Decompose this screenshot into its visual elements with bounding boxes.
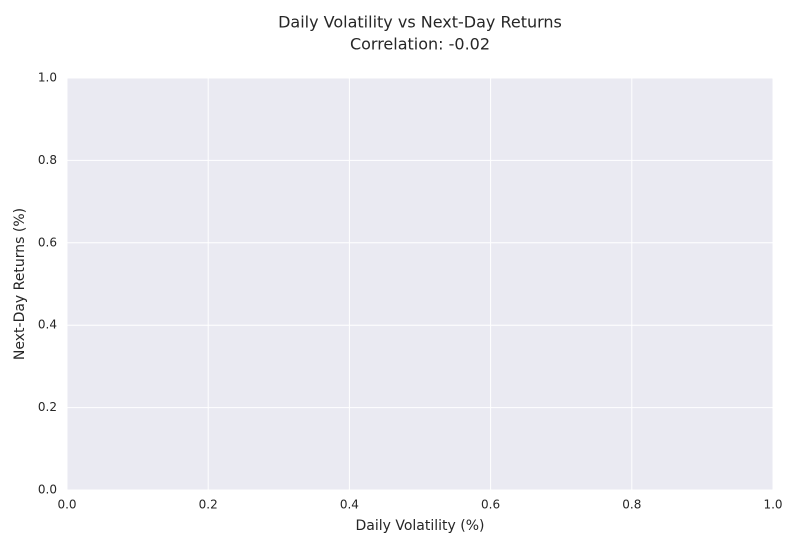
x-tick-label: 0.0 [57,498,76,512]
x-tick-label: 0.4 [340,498,359,512]
x-tick-label: 1.0 [763,498,782,512]
x-tick-label: 0.2 [199,498,218,512]
y-tick-label: 1.0 [38,71,57,85]
x-tick-label: 0.8 [622,498,641,512]
y-tick-label: 0.0 [38,483,57,497]
y-tick-label: 0.8 [38,153,57,167]
chart-subtitle: Correlation: -0.02 [350,35,490,54]
y-tick-label: 0.2 [38,400,57,414]
y-tick-label: 0.4 [38,318,57,332]
plot-area [67,78,773,490]
y-axis-label: Next-Day Returns (%) [12,208,28,360]
y-tick-label: 0.6 [38,235,57,249]
x-tick-label: 0.6 [481,498,500,512]
x-axis-label: Daily Volatility (%) [355,518,484,534]
chart-title: Daily Volatility vs Next-Day Returns [278,13,562,32]
